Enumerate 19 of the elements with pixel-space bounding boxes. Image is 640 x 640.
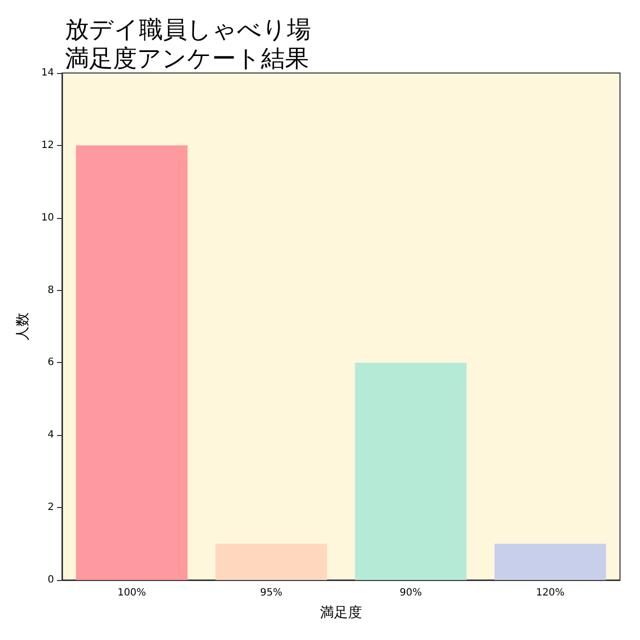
y-tick-label: 2 xyxy=(48,502,54,514)
y-tick-label: 12 xyxy=(41,140,54,151)
chart-title: 放デイ職員しゃべり場満足度アンケート結果 xyxy=(65,16,311,72)
x-tick-label: 95% xyxy=(260,588,282,598)
bar xyxy=(215,544,328,580)
y-tick-label: 0 xyxy=(48,574,54,586)
x-tick-label: 100% xyxy=(117,588,146,598)
y-tick-label: 14 xyxy=(41,68,54,78)
x-axis-title: 満足度 xyxy=(320,605,362,621)
y-tick-label: 4 xyxy=(48,430,54,441)
y-tick-label: 8 xyxy=(48,284,54,296)
x-tick-label: 90% xyxy=(400,588,422,598)
y-tick-label: 10 xyxy=(41,212,54,224)
bar xyxy=(354,362,467,580)
bar xyxy=(76,145,188,580)
x-tick-label: 120% xyxy=(536,588,565,598)
bar xyxy=(494,544,606,580)
y-tick-label: 6 xyxy=(48,357,54,368)
y-axis-title: 人数 xyxy=(15,312,31,340)
